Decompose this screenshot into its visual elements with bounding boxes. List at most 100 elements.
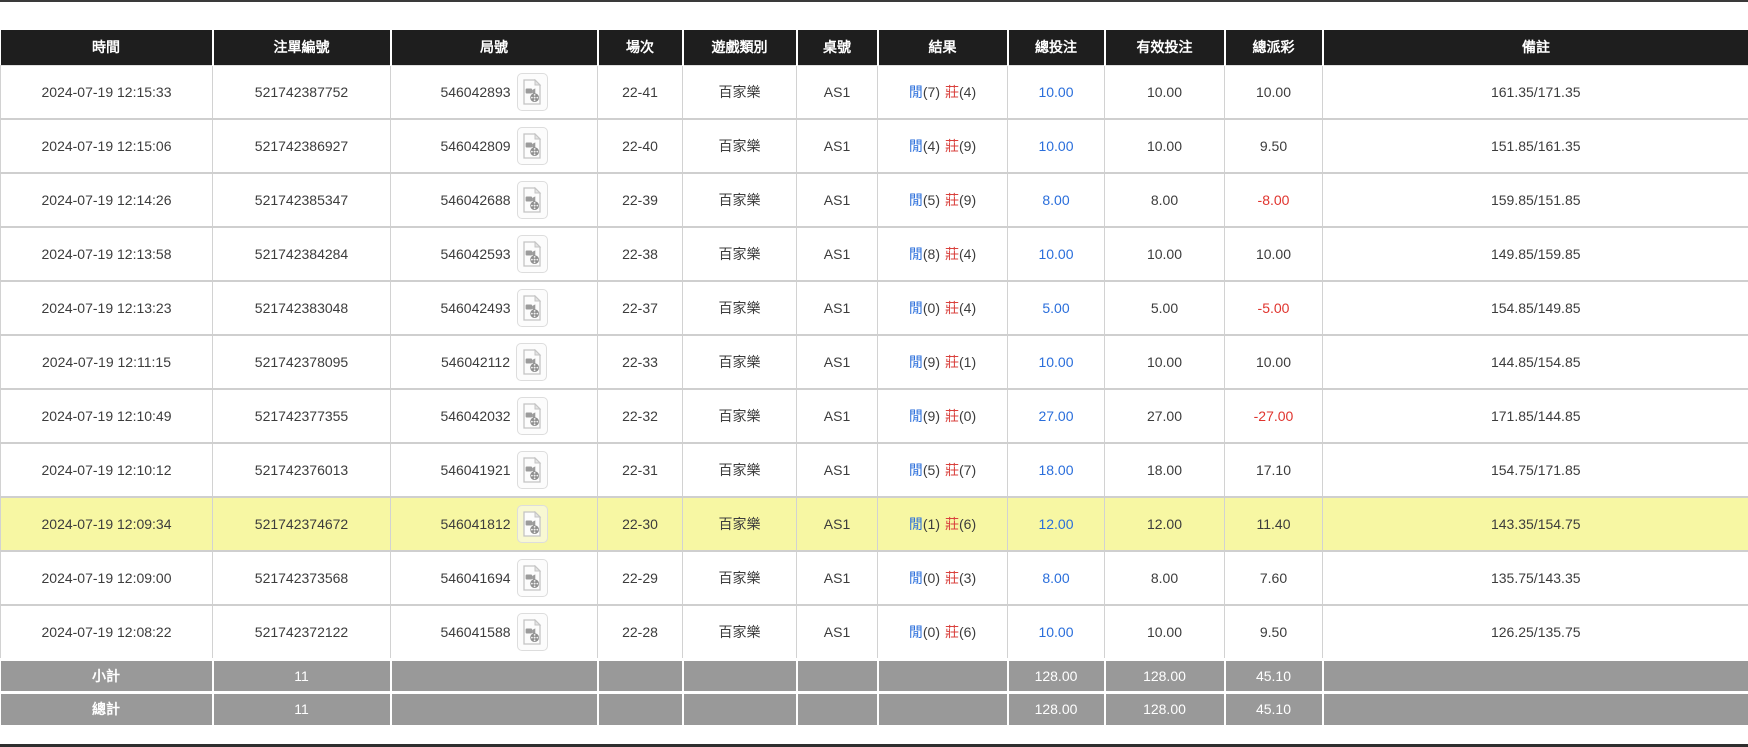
footer-empty-session — [597, 690, 684, 725]
player-result: 閒(1) — [908, 516, 940, 532]
table-row: 2024-07-19 12:10:49 521742377355 5460420… — [0, 389, 1748, 444]
column-header-remark: 備註 — [1322, 30, 1748, 65]
cell-payout: 9.50 — [1224, 119, 1323, 174]
player-result: 閒(9) — [908, 408, 940, 424]
video-replay-icon — [522, 618, 542, 645]
video-replay-button[interactable] — [516, 451, 548, 489]
total-bet-link[interactable]: 5.00 — [1042, 300, 1070, 316]
total-bet-link[interactable]: 10.00 — [1038, 246, 1074, 262]
cell-table-no: AS1 — [796, 64, 878, 120]
banker-result: 莊(6) — [945, 623, 977, 640]
total-bet-link[interactable]: 27.00 — [1038, 408, 1074, 424]
window-bottom-edge — [0, 744, 1748, 747]
total-bet-link[interactable]: 8.00 — [1042, 192, 1070, 208]
footer-empty-game-type — [682, 657, 798, 692]
table-footer: 小計 11 128.00 128.00 45.10 總計 11 128.00 128.00 45.… — [0, 657, 1748, 725]
remark-balance: 144.85/154.85 — [1490, 354, 1581, 370]
payout-value: 17.10 — [1255, 462, 1292, 478]
total-bet-link[interactable]: 8.00 — [1042, 570, 1070, 586]
cell-game-type: 百家樂 — [682, 281, 797, 336]
cell-round-id: 546042688 — [390, 173, 598, 228]
table-no: AS1 — [823, 300, 851, 316]
cell-time: 2024-07-19 12:13:23 — [0, 281, 213, 336]
cell-time: 2024-07-19 12:09:00 — [0, 551, 213, 606]
video-replay-button[interactable] — [516, 72, 548, 111]
total-bet-link[interactable]: 10.00 — [1038, 138, 1074, 154]
total-bet-link[interactable]: 10.00 — [1038, 623, 1074, 640]
cell-valid-bet: 8.00 — [1104, 173, 1225, 228]
bet-time: 2024-07-19 12:08:22 — [41, 623, 172, 640]
cell-valid-bet: 10.00 — [1104, 64, 1225, 120]
video-replay-button[interactable] — [516, 235, 548, 273]
footer-count: 11 — [212, 690, 392, 725]
table-no: AS1 — [823, 83, 851, 100]
banker-result: 莊(3) — [945, 570, 977, 586]
video-replay-button[interactable] — [516, 505, 548, 543]
cell-payout: -8.00 — [1224, 173, 1323, 228]
video-replay-icon — [522, 349, 542, 375]
player-result: 閒(5) — [908, 462, 940, 478]
cell-result: 閒(9) 莊(1) — [877, 335, 1008, 390]
footer-empty-result — [877, 690, 1009, 725]
cell-session: 22-38 — [597, 227, 683, 282]
column-header-session: 場次 — [597, 30, 684, 65]
video-replay-button[interactable] — [516, 289, 548, 327]
player-result: 閒(9) — [908, 354, 940, 370]
valid-bet: 8.00 — [1150, 192, 1179, 208]
video-replay-button[interactable] — [516, 343, 548, 381]
video-replay-button[interactable] — [516, 127, 548, 165]
game-type: 百家樂 — [718, 192, 761, 208]
cell-total-bet: 12.00 — [1007, 497, 1105, 552]
total-bet-link[interactable]: 10.00 — [1038, 354, 1074, 370]
payout-value: 10.00 — [1255, 354, 1292, 370]
video-replay-button[interactable] — [516, 181, 548, 219]
cell-result: 閒(9) 莊(0) — [877, 389, 1008, 444]
round-id: 546042593 — [440, 246, 511, 262]
cell-valid-bet: 12.00 — [1104, 497, 1225, 552]
valid-bet: 18.00 — [1146, 462, 1183, 478]
banker-result: 莊(1) — [945, 354, 977, 370]
session-no: 22-40 — [622, 138, 658, 154]
cell-game-type: 百家樂 — [682, 389, 797, 444]
total-bet-link[interactable]: 10.00 — [1038, 83, 1074, 100]
game-type: 百家樂 — [718, 516, 761, 532]
cell-total-bet: 27.00 — [1007, 389, 1105, 444]
grand-total-row: 總計 11 128.00 128.00 45.10 — [0, 690, 1748, 725]
total-bet-link[interactable]: 12.00 — [1038, 516, 1074, 532]
payout-value: -27.00 — [1253, 408, 1294, 424]
game-type: 百家樂 — [718, 623, 761, 640]
game-type: 百家樂 — [718, 83, 761, 100]
table-row: 2024-07-19 12:15:33 521742387752 5460428… — [0, 64, 1748, 120]
cell-session: 22-30 — [597, 497, 683, 552]
cell-round-id: 546042112 — [390, 335, 598, 390]
session-no: 22-31 — [622, 462, 658, 478]
cell-payout: 17.10 — [1224, 443, 1323, 498]
valid-bet: 10.00 — [1146, 83, 1183, 100]
remark-balance: 154.85/149.85 — [1490, 300, 1581, 316]
cell-total-bet: 10.00 — [1007, 227, 1105, 282]
total-bet-link[interactable]: 18.00 — [1038, 462, 1074, 478]
cell-bet-id: 521742377355 — [212, 389, 391, 444]
video-replay-button[interactable] — [516, 612, 548, 651]
session-no: 22-38 — [622, 246, 658, 262]
banker-result: 莊(6) — [945, 516, 977, 532]
cell-session: 22-32 — [597, 389, 683, 444]
cell-result: 閒(5) 莊(9) — [877, 173, 1008, 228]
cell-bet-id: 521742376013 — [212, 443, 391, 498]
cell-game-type: 百家樂 — [682, 443, 797, 498]
valid-bet: 10.00 — [1146, 138, 1183, 154]
bet-time: 2024-07-19 12:13:23 — [41, 300, 172, 316]
cell-game-type: 百家樂 — [682, 227, 797, 282]
cell-game-type: 百家樂 — [682, 497, 797, 552]
video-replay-button[interactable] — [516, 559, 548, 597]
cell-bet-id: 521742372122 — [212, 605, 391, 660]
round-id: 546042688 — [440, 192, 511, 208]
cell-table-no: AS1 — [796, 227, 878, 282]
valid-bet: 12.00 — [1146, 516, 1183, 532]
bet-id: 521742385347 — [254, 192, 349, 208]
cell-remark: 143.35/154.75 — [1322, 497, 1748, 552]
remark-balance: 135.75/143.35 — [1490, 570, 1581, 586]
video-replay-button[interactable] — [516, 397, 548, 435]
cell-time: 2024-07-19 12:10:49 — [0, 389, 213, 444]
